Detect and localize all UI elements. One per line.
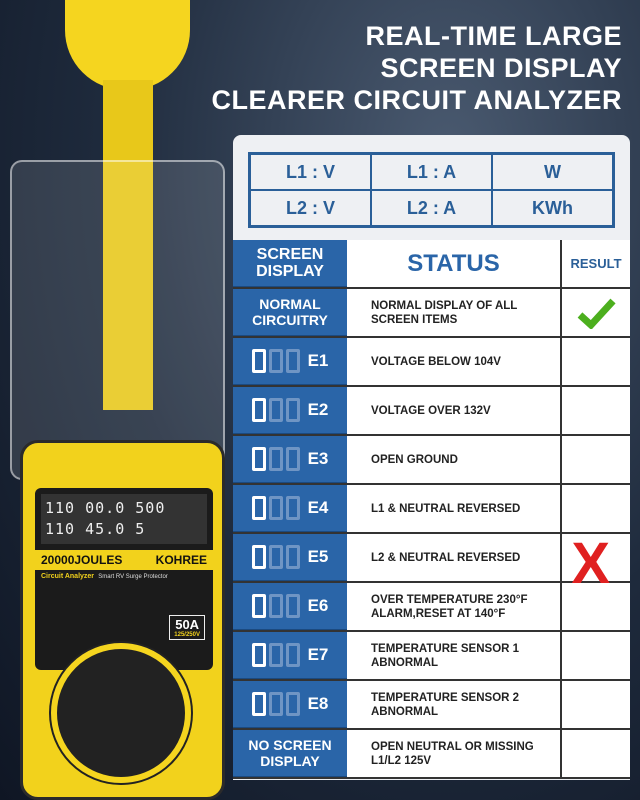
grid-cell: L2 : A	[371, 190, 492, 226]
header-status: STATUS	[347, 240, 560, 287]
status-text: VOLTAGE BELOW 104V	[347, 338, 560, 385]
segment-display: E8	[233, 681, 347, 728]
grid-cell: L1 : A	[371, 154, 492, 190]
status-text: OPEN GROUND	[347, 436, 560, 483]
status-text: L1 & NEUTRAL REVERSED	[347, 485, 560, 532]
result-cell	[560, 730, 630, 777]
grid-cell: W	[492, 154, 613, 190]
result-cell	[560, 534, 630, 581]
brand-logo: KOHREE	[155, 553, 207, 567]
status-text: L2 & NEUTRAL REVERSED	[347, 534, 560, 581]
segment-display: E6	[233, 583, 347, 630]
headline-line: REAL-TIME LARGE	[365, 21, 622, 51]
table-row: E1 VOLTAGE BELOW 104V	[233, 338, 630, 387]
lcd-screen: 110 00.0 500 110 45.0 5	[41, 494, 207, 544]
error-code: E3	[307, 449, 329, 468]
table-header: SCREEN DISPLAY STATUS RESULT	[233, 240, 630, 289]
status-text: NORMAL DISPLAY OF ALL SCREEN ITEMS	[347, 289, 560, 336]
outlet	[51, 643, 191, 783]
table-row: NO SCREEN DISPLAY OPEN NEUTRAL OR MISSING…	[233, 730, 630, 779]
table-row: NORMAL CIRCUITRY NORMAL DISPLAY OF ALL SC…	[233, 289, 630, 338]
amp-rating: 50A 125/250V	[169, 615, 205, 640]
fault-x-icon: X	[571, 531, 610, 596]
clear-cover	[10, 160, 225, 480]
surge-protector-device: 110 00.0 500 110 45.0 5 20000JOULES KOHREE…	[20, 440, 225, 800]
segment-display: E5	[233, 534, 347, 581]
result-cell	[560, 485, 630, 532]
error-code: E6	[307, 596, 329, 615]
grid-cell: KWh	[492, 190, 613, 226]
table-row: E3 OPEN GROUND	[233, 436, 630, 485]
status-text: OVER TEMPERATURE 230°F ALARM,RESET AT 14…	[347, 583, 560, 630]
headline-line: CLEARER CIRCUIT ANALYZER	[211, 85, 622, 115]
header-screen: SCREEN DISPLAY	[233, 240, 347, 287]
result-cell	[560, 338, 630, 385]
display-label: NO SCREEN DISPLAY	[233, 730, 347, 777]
table-row: E7 TEMPERATURE SENSOR 1 ABNORMAL	[233, 632, 630, 681]
status-text: TEMPERATURE SENSOR 2 ABNORMAL	[347, 681, 560, 728]
error-code: E7	[307, 645, 329, 664]
segment-display: E4	[233, 485, 347, 532]
error-code: E2	[307, 400, 329, 419]
segment-display: E2	[233, 387, 347, 434]
check-icon	[577, 298, 616, 329]
info-panel: L1 : V L1 : A W L2 : V L2 : A KWh SCREEN…	[233, 135, 630, 780]
segment-display: E3	[233, 436, 347, 483]
device-face: 110 00.0 500 110 45.0 5 20000JOULES KOHREE…	[35, 488, 213, 670]
status-table: SCREEN DISPLAY STATUS RESULT NORMAL CIRC…	[233, 240, 630, 779]
result-cell	[560, 387, 630, 434]
status-text: VOLTAGE OVER 132V	[347, 387, 560, 434]
error-code: E8	[307, 694, 329, 713]
display-legend-grid: L1 : V L1 : A W L2 : V L2 : A KWh	[248, 152, 615, 228]
status-text: OPEN NEUTRAL OR MISSING L1/L2 125V	[347, 730, 560, 777]
result-cell	[560, 436, 630, 483]
table-row: E5 L2 & NEUTRAL REVERSED	[233, 534, 630, 583]
joules-label: 20000JOULES	[41, 553, 123, 567]
error-code: E4	[307, 498, 329, 517]
result-cell	[560, 681, 630, 728]
result-cell	[560, 583, 630, 630]
headline: REAL-TIME LARGE SCREEN DISPLAY CLEARER C…	[211, 20, 622, 116]
plug	[65, 0, 190, 460]
grid-cell: L1 : V	[250, 154, 371, 190]
result-cell	[560, 632, 630, 679]
table-row: E4 L1 & NEUTRAL REVERSED	[233, 485, 630, 534]
status-text: TEMPERATURE SENSOR 1 ABNORMAL	[347, 632, 560, 679]
error-code: E5	[307, 547, 329, 566]
display-label: NORMAL CIRCUITRY	[233, 289, 347, 336]
grid-cell: L2 : V	[250, 190, 371, 226]
table-row: E6 OVER TEMPERATURE 230°F ALARM,RESET AT …	[233, 583, 630, 632]
segment-display: E1	[233, 338, 347, 385]
table-row: E2 VOLTAGE OVER 132V	[233, 387, 630, 436]
error-code: E1	[307, 351, 329, 370]
headline-line: SCREEN DISPLAY	[380, 53, 622, 83]
result-cell	[560, 289, 630, 336]
table-row: E8 TEMPERATURE SENSOR 2 ABNORMAL	[233, 681, 630, 730]
header-result: RESULT	[560, 240, 630, 287]
segment-display: E7	[233, 632, 347, 679]
